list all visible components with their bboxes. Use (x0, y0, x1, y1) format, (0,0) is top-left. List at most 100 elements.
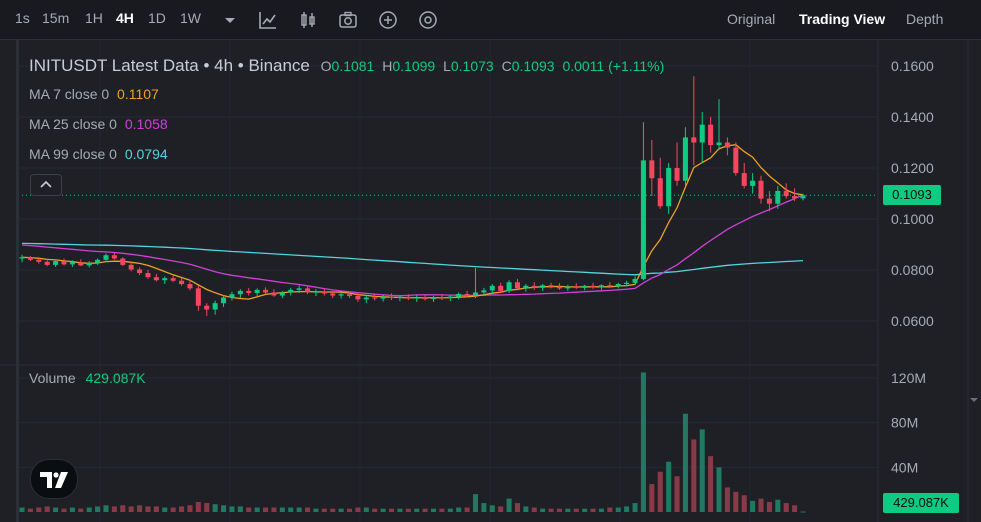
view-original[interactable]: Original (727, 11, 776, 27)
volume-bar (464, 507, 470, 512)
price-tick-label: 0.1600 (891, 58, 934, 74)
candle-body (598, 285, 604, 288)
candle-body (422, 297, 428, 300)
candle (766, 190, 772, 212)
candle-body (456, 293, 462, 297)
candle-body (414, 297, 420, 299)
candle-body (53, 261, 59, 265)
chevron-down-icon[interactable] (219, 9, 241, 31)
candle-body (153, 277, 159, 281)
line-tool-icon[interactable] (257, 9, 279, 31)
collapse-legend-button[interactable] (30, 174, 62, 196)
candle-type-icon[interactable] (297, 9, 319, 31)
interval-4h[interactable]: 4H (116, 10, 134, 26)
candle (53, 259, 59, 267)
candle-body (640, 160, 646, 279)
candle (221, 295, 227, 307)
candle-body (363, 297, 369, 300)
volume-value: 429.087K (85, 370, 146, 386)
ma7-legend[interactable]: MA 7 close 0 0.1107 (29, 86, 159, 102)
volume-bar (733, 491, 739, 512)
candle-body (271, 292, 277, 296)
chart-title: INITUSDT Latest Data • 4h • Binance (29, 56, 310, 75)
candle (78, 259, 84, 267)
change-value: 0.0011 (+1.11%) (562, 58, 665, 74)
volume-bar (363, 507, 369, 512)
volume-bar (800, 511, 806, 513)
interval-1w[interactable]: 1W (180, 10, 201, 26)
ma99-line (21, 242, 804, 276)
candle-body (380, 296, 386, 299)
volume-axis[interactable]: 120M 80M 40M (891, 370, 926, 475)
interval-1h[interactable]: 1H (85, 10, 103, 26)
candle (179, 278, 185, 286)
volume-bar (103, 505, 109, 512)
ma25-label: MA 25 close 0 (29, 116, 117, 132)
candle-body (338, 294, 344, 296)
candle-body (36, 259, 42, 262)
candles (19, 76, 806, 316)
candle (649, 139, 655, 197)
candle-body (565, 286, 571, 289)
volume-bar (221, 505, 227, 512)
tradingview-logo[interactable] (30, 459, 78, 499)
candle (590, 282, 596, 289)
price-axis[interactable]: 0.1600 0.1400 0.1200 0.1000 0.0800 0.0600 (891, 58, 934, 329)
scroll-down-icon[interactable] (969, 395, 979, 405)
volume-bar (439, 508, 445, 512)
candle (305, 286, 311, 295)
candle (69, 260, 75, 267)
candle (237, 289, 243, 299)
volume-bar (716, 467, 722, 512)
candle (397, 295, 403, 302)
candle-body (69, 262, 75, 265)
volume-bar (346, 508, 353, 512)
volume-tick-label: 40M (891, 459, 918, 475)
candle-body (330, 293, 336, 296)
settings-icon[interactable] (417, 9, 439, 31)
interval-1s[interactable]: 1s (15, 10, 30, 26)
ma99-legend[interactable]: MA 99 close 0 0.0794 (29, 146, 168, 162)
candle (254, 288, 260, 297)
candle (472, 267, 479, 299)
volume-tick-label: 120M (891, 370, 926, 386)
candle (363, 295, 369, 304)
candle (582, 284, 588, 291)
add-indicator-icon[interactable] (377, 9, 399, 31)
candlestick-chart[interactable]: 0.1600 0.1400 0.1200 0.1000 0.0800 0.0600 120… (0, 40, 981, 522)
volume-bar (422, 508, 428, 512)
volume-bar (330, 508, 336, 512)
candle-body (481, 290, 487, 293)
interval-1d[interactable]: 1D (148, 10, 166, 26)
ma25-legend[interactable]: MA 25 close 0 0.1058 (29, 116, 168, 132)
candle-body (237, 290, 243, 295)
candle-body (724, 142, 730, 148)
ma99-value: 0.0794 (124, 146, 168, 162)
candle-body (346, 294, 353, 297)
volume-bar (514, 503, 520, 512)
volume-bar (36, 507, 42, 512)
chevron-up-icon (40, 180, 52, 188)
screenshot-icon[interactable] (337, 9, 359, 31)
candle-body (775, 190, 781, 204)
volume-bar (783, 503, 789, 512)
candle-body (246, 290, 252, 293)
volume-bar (624, 506, 630, 512)
volume-bar (615, 507, 621, 512)
candle (430, 296, 437, 302)
volume-legend[interactable]: Volume 429.087K (29, 370, 146, 386)
candle (170, 275, 176, 283)
candle-body (263, 289, 269, 293)
candle-body (691, 137, 697, 143)
view-depth[interactable]: Depth (906, 11, 944, 27)
candle (120, 257, 126, 267)
volume-bar (296, 507, 302, 512)
candle (128, 262, 134, 272)
interval-15m[interactable]: 15m (42, 10, 70, 26)
volume-bar (472, 494, 479, 512)
candle-body (430, 297, 437, 300)
candle-body (195, 288, 201, 306)
candle-body (573, 286, 579, 288)
view-trading-view[interactable]: Trading View (799, 11, 886, 27)
last-volume-tag: 429.087K (883, 493, 959, 513)
